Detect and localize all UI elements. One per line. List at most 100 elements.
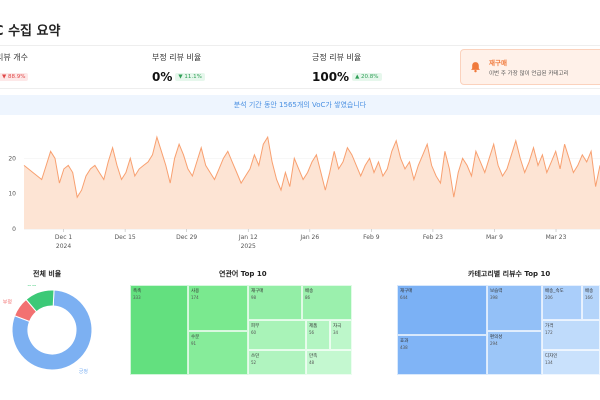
trend-line xyxy=(23,135,600,199)
tile-value: 438 xyxy=(400,345,408,350)
treemap-tile[interactable]: 디자인 134 xyxy=(542,350,600,375)
tile-value: 34 xyxy=(333,330,339,335)
x-tick-label: Mar 9 xyxy=(486,234,503,241)
treemap-tile[interactable]: 재구매 644 xyxy=(397,285,487,335)
kpi-positive-ratio: 긍정 리뷰 비율 100% ▲ 20.8% xyxy=(312,52,382,84)
tile-label: 보습력 xyxy=(490,289,503,294)
x-tick-label: Jan 26 xyxy=(299,234,319,241)
tile-label: 배송 xyxy=(585,289,594,294)
kpi-label: 리뷰 개수 xyxy=(0,53,28,62)
donut-title: 전체 비율 xyxy=(33,270,62,278)
tile-value: 333 xyxy=(133,295,141,300)
treemap-tile[interactable]: 사용 174 xyxy=(188,285,248,331)
treemap-tile[interactable]: 촉촉 333 xyxy=(130,285,188,375)
tile-label: 배송 xyxy=(305,289,314,294)
treemap-tile[interactable]: 쓰던 52 xyxy=(248,350,306,375)
tile-label: 촉촉 xyxy=(133,289,142,294)
treemap-tile[interactable]: 편의성 294 xyxy=(487,331,542,375)
x-tick-year: 2024 xyxy=(56,243,71,250)
x-tick-label: Jan 12 xyxy=(238,234,258,241)
sentiment-donut: 긍정 부정 중립 xyxy=(3,285,93,375)
donut-slice[interactable] xyxy=(25,289,55,313)
y-tick-label: 0 xyxy=(12,226,16,233)
tile-value: 134 xyxy=(545,360,553,365)
donut-label: 부정 xyxy=(3,299,12,306)
tile-label: 배송_속도 xyxy=(545,289,564,294)
treemap-tile[interactable]: 배송 86 xyxy=(302,285,352,320)
tile-label: 사용 xyxy=(191,289,200,294)
x-tick-year: 2025 xyxy=(241,243,256,250)
tile-label: 재구매 xyxy=(251,289,264,294)
treemap-tile[interactable]: 자극 34 xyxy=(330,320,352,350)
x-tick-label: Dec 1 xyxy=(55,234,73,241)
kpi-badge: ▼ 88.9% xyxy=(0,72,29,81)
kpi-review-count: 리뷰 개수 ▼ 88.9% xyxy=(0,52,29,82)
treemap-tile[interactable]: 제품 56 xyxy=(306,320,330,350)
tile-label: 재구매 xyxy=(400,289,413,294)
treemap-tile[interactable]: 수분 91 xyxy=(188,331,248,375)
y-axis: 0 10 20 xyxy=(8,155,16,233)
kpi-negative-ratio: 부정 리뷰 비율 0% ▼ 11.1% xyxy=(152,52,205,84)
x-tick-label: Mar 23 xyxy=(546,234,567,241)
category-treemap: 재구매 644 효과 438 보습력 398 편의성 294 배송_속도 206… xyxy=(397,285,600,375)
tile-label: 가격 xyxy=(545,324,554,329)
page-title: C 수집 요약 xyxy=(0,24,61,39)
tile-value: 91 xyxy=(191,341,197,346)
donut-label: 긍정 xyxy=(79,368,88,375)
info-banner: 분석 기간 동안 1565개의 VoC가 쌓였습니다 xyxy=(0,95,600,115)
tile-value: 166 xyxy=(585,295,593,300)
tile-label: 편의성 xyxy=(490,335,503,340)
donut-label: 중립 xyxy=(27,285,36,288)
alert-title: 재구매 xyxy=(489,59,507,67)
donut-slice[interactable] xyxy=(11,289,93,371)
kpi-value: 100% xyxy=(312,69,350,84)
tile-label: 디자인 xyxy=(545,354,558,359)
x-tick-label: Feb 23 xyxy=(423,234,443,241)
x-tick-label: Dec 15 xyxy=(115,234,136,241)
tile-label: 만족 xyxy=(309,354,318,359)
tile-value: 52 xyxy=(251,360,257,365)
tile-value: 98 xyxy=(251,295,257,300)
kpi-badge: ▲ 20.8% xyxy=(352,72,382,81)
y-tick-label: 20 xyxy=(8,155,16,162)
tile-value: 206 xyxy=(545,295,553,300)
tile-value: 60 xyxy=(251,330,257,335)
kpi-badge: ▼ 11.1% xyxy=(175,72,205,81)
kpi-label: 긍정 리뷰 비율 xyxy=(312,53,362,62)
treemap-tile[interactable]: 배송 166 xyxy=(582,285,600,320)
tile-value: 86 xyxy=(305,295,311,300)
kpi-value: 0% xyxy=(152,69,173,84)
tile-label: 제품 xyxy=(309,324,318,329)
alert-description: 이번 주 가장 많이 언급된 카테고리 xyxy=(489,71,569,77)
treemap-tile[interactable]: 효과 438 xyxy=(397,335,487,375)
tile-value: 48 xyxy=(309,360,315,365)
keyword-treemap: 촉촉 333 사용 174 수분 91 재구매 98 배송 86 피부 60 제… xyxy=(130,285,352,375)
treemap-tile[interactable]: 가격 172 xyxy=(542,320,600,350)
voc-trend-chart: 0 10 20 Dec 1 2024 Dec 15 Dec 29 Jan 12 2025 Jan… xyxy=(8,135,600,250)
tile-label: 자극 xyxy=(333,324,342,329)
y-tick-label: 10 xyxy=(8,191,16,198)
tile-value: 644 xyxy=(400,295,408,300)
tile-value: 172 xyxy=(545,330,553,335)
kpi-row: 리뷰 개수 ▼ 88.9% 부정 리뷰 비율 0%▼ 11.1% 긍정 리뷰 비… xyxy=(0,45,600,89)
tile-label: 수분 xyxy=(191,335,200,340)
tile-value: 398 xyxy=(490,295,498,300)
treemap-tile[interactable]: 보습력 398 xyxy=(487,285,542,331)
x-tick-label: Feb 9 xyxy=(363,234,380,241)
treemap-tile[interactable]: 만족 48 xyxy=(306,350,352,375)
top-category-alert[interactable]: 재구매 이번 주 가장 많이 언급된 카테고리 xyxy=(460,49,600,85)
treemap-tile[interactable]: 재구매 98 xyxy=(248,285,302,320)
tile-value: 294 xyxy=(490,341,498,346)
tile-value: 56 xyxy=(309,330,315,335)
bell-icon xyxy=(471,62,480,73)
trend-area xyxy=(24,137,600,229)
keyword-treemap-title: 연관어 Top 10 xyxy=(219,270,267,278)
treemap-tile[interactable]: 배송_속도 206 xyxy=(542,285,582,320)
x-tick-label: Dec 29 xyxy=(176,234,197,241)
tile-label: 효과 xyxy=(400,339,409,344)
x-axis: Dec 1 2024 Dec 15 Dec 29 Jan 12 2025 Jan 26 Feb… xyxy=(55,229,567,250)
tile-label: 쓰던 xyxy=(251,354,260,359)
kpi-label: 부정 리뷰 비율 xyxy=(152,53,202,62)
category-treemap-title: 카테고리별 리뷰수 Top 10 xyxy=(468,270,551,278)
treemap-tile[interactable]: 피부 60 xyxy=(248,320,306,350)
